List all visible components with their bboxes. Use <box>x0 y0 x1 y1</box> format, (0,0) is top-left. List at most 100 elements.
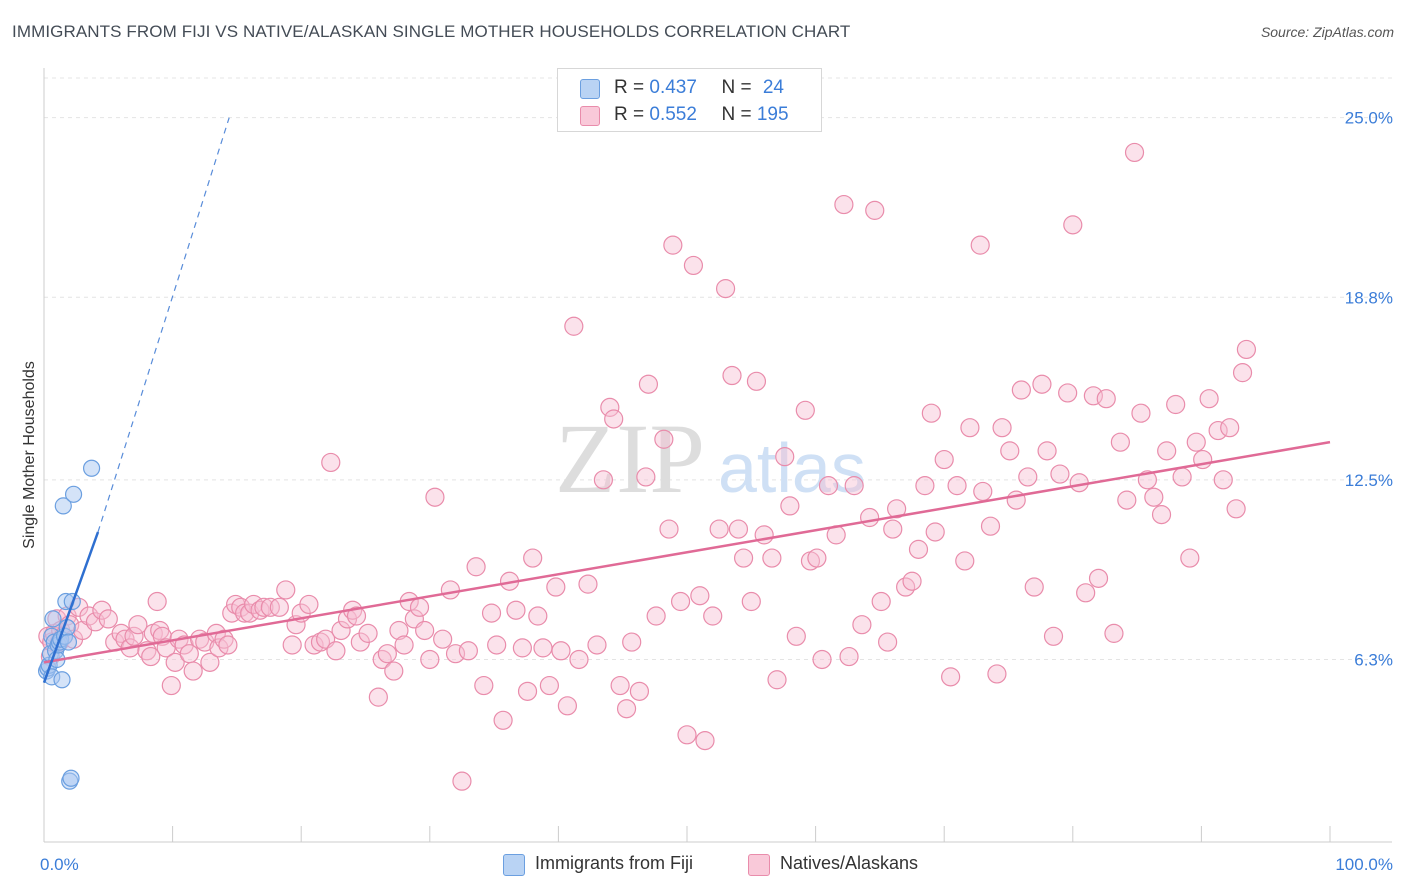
chart-title: IMMIGRANTS FROM FIJI VS NATIVE/ALASKAN S… <box>12 22 851 41</box>
natives-point <box>695 730 715 751</box>
fiji-r-value: 0.437 <box>649 77 697 98</box>
fiji-point <box>44 610 62 628</box>
x-tick-label: 0.0% <box>40 855 79 874</box>
natives-point <box>183 661 203 681</box>
natives-point <box>282 635 302 655</box>
fiji-trend-extension <box>97 117 230 533</box>
natives-point <box>987 664 1007 684</box>
natives-point <box>1069 473 1089 493</box>
natives-point <box>780 496 800 516</box>
natives-point <box>915 476 935 496</box>
natives-point <box>147 591 167 612</box>
natives-point <box>683 255 704 276</box>
natives-point <box>384 661 404 681</box>
natives-point <box>818 476 839 496</box>
natives-point <box>546 577 566 597</box>
natives-point <box>722 365 742 386</box>
natives-point <box>1058 383 1078 403</box>
natives-point <box>1236 339 1257 360</box>
natives-point <box>677 725 697 745</box>
natives-point <box>533 638 553 658</box>
natives-swatch <box>580 106 600 126</box>
x-tick-label: 100.0% <box>1335 855 1393 874</box>
natives-point <box>955 551 975 571</box>
natives-point <box>331 620 351 641</box>
natives-point <box>795 400 815 420</box>
natives-point <box>992 418 1012 438</box>
natives-point <box>629 681 650 701</box>
trend-lines <box>42 117 1331 684</box>
natives-point <box>941 667 961 687</box>
natives-point <box>409 597 430 617</box>
y-tick-label: 25.0% <box>1345 109 1393 128</box>
natives-point <box>746 371 767 391</box>
natives-point <box>1018 467 1038 487</box>
watermark-atlas: atlas <box>718 429 866 507</box>
natives-point <box>593 470 614 490</box>
natives-point <box>1208 420 1228 441</box>
natives-point <box>604 409 624 429</box>
natives-point <box>1063 215 1083 235</box>
natives-point <box>1124 142 1145 163</box>
natives-point <box>452 771 472 791</box>
natives-point <box>865 200 885 220</box>
natives-point <box>852 615 872 635</box>
natives-point <box>493 710 513 730</box>
natives-point <box>1011 380 1031 400</box>
natives-r-label: R = <box>614 104 650 125</box>
natives-point <box>709 519 729 539</box>
natives-point <box>98 609 118 629</box>
natives-point <box>733 548 754 568</box>
natives-point <box>654 429 674 449</box>
fiji-points <box>37 459 101 790</box>
natives-point <box>161 675 181 696</box>
natives-point <box>767 670 787 690</box>
natives-point <box>1096 389 1116 409</box>
natives-point <box>1213 470 1233 490</box>
natives-point <box>528 606 548 626</box>
natives-point <box>622 632 642 652</box>
natives-point <box>728 519 749 539</box>
natives-point <box>466 557 486 577</box>
natives-point <box>1032 374 1052 394</box>
natives-point <box>934 449 954 470</box>
natives-point <box>564 316 584 336</box>
legend-fiji-label: Immigrants from Fiji <box>535 853 694 873</box>
natives-point <box>394 635 414 655</box>
fiji-trend-line <box>42 531 100 684</box>
natives-point <box>1220 418 1240 438</box>
legend-fiji-swatch <box>503 854 525 876</box>
natives-point <box>1043 626 1064 646</box>
source-credit: Source: ZipAtlas.com <box>1260 24 1394 40</box>
natives-point <box>908 539 929 559</box>
natives-point <box>326 641 346 661</box>
natives-point <box>1199 389 1219 409</box>
natives-point <box>1157 441 1177 461</box>
axes <box>43 68 1392 843</box>
natives-point <box>947 476 967 496</box>
natives-point <box>638 374 659 394</box>
natives-point <box>1180 548 1200 568</box>
fiji-point <box>62 769 80 787</box>
natives-point <box>299 594 319 615</box>
natives-point <box>646 606 666 626</box>
natives-point <box>775 447 795 467</box>
natives-point <box>420 649 440 670</box>
natives-point <box>506 600 526 620</box>
natives-point <box>715 279 736 299</box>
natives-point <box>1110 432 1130 452</box>
natives-point <box>878 632 898 652</box>
natives-point <box>887 499 907 519</box>
tick-labels: 6.3% 12.5% 18.8% 25.0% 0.0% 100.0% <box>40 109 1393 874</box>
natives-point <box>786 626 806 646</box>
natives-point <box>310 632 331 652</box>
natives-point <box>551 641 571 661</box>
natives-point <box>960 418 980 438</box>
natives-point <box>474 675 494 696</box>
watermark: ZIP atlas <box>555 403 866 514</box>
natives-point <box>610 675 630 696</box>
y-tick-label: 12.5% <box>1345 471 1393 490</box>
fiji-n-value: 24 <box>762 77 784 98</box>
natives-point <box>1151 505 1172 525</box>
natives-point <box>512 638 532 658</box>
